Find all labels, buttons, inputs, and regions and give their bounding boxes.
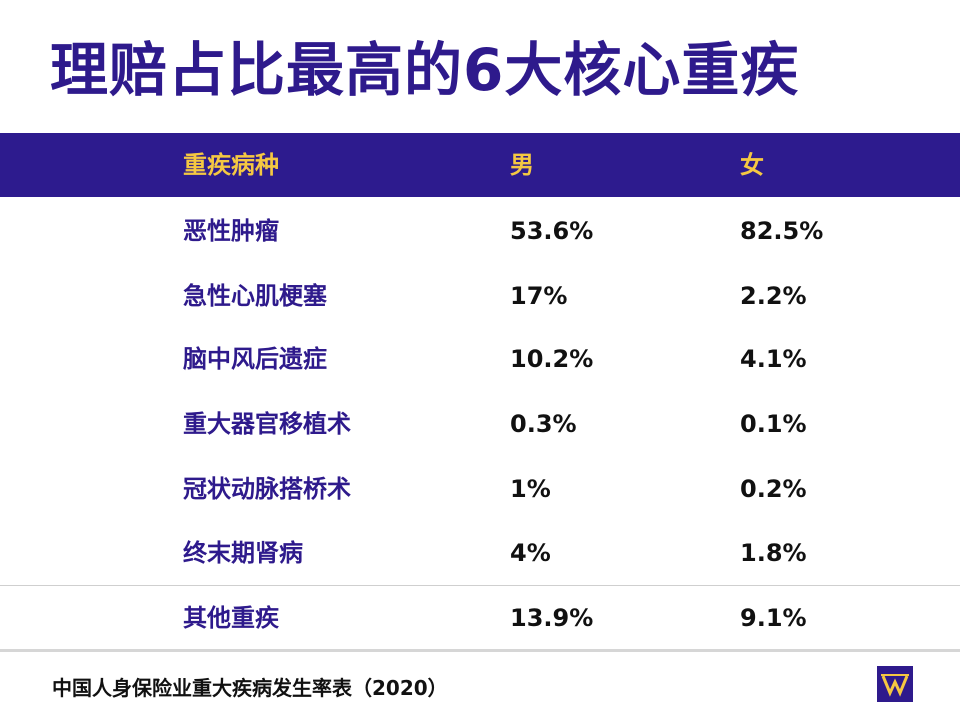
rate-cell: 4% <box>510 539 551 567</box>
column-header: 女 <box>740 151 764 179</box>
column-header: 重疾病种 <box>183 151 279 179</box>
rate-cell: 9.1% <box>740 604 807 632</box>
rate-cell: 53.6% <box>510 217 594 245</box>
rate-cell: 0.3% <box>510 410 577 438</box>
table-header: 重疾病种 男 女 <box>0 133 960 197</box>
rate-cell: 0.1% <box>740 410 807 438</box>
disease-name: 终末期肾病 <box>183 539 303 567</box>
column-header: 男 <box>510 151 534 179</box>
rate-cell: 1.8% <box>740 539 807 567</box>
rate-cell: 10.2% <box>510 345 594 373</box>
disease-name: 恶性肿瘤 <box>183 217 279 245</box>
rate-cell: 2.2% <box>740 282 807 310</box>
source-note: 中国人身保险业重大疾病发生率表（2020） <box>52 676 448 700</box>
rate-cell: 17% <box>510 282 568 310</box>
rate-cell: 4.1% <box>740 345 807 373</box>
rate-cell: 13.9% <box>510 604 594 632</box>
divider <box>0 585 960 586</box>
disease-name: 脑中风后遗症 <box>183 345 327 373</box>
disease-name: 其他重疾 <box>183 604 279 632</box>
rate-cell: 1% <box>510 475 551 503</box>
disease-name: 急性心肌梗塞 <box>183 282 327 310</box>
logo <box>877 666 913 702</box>
disease-name: 冠状动脉搭桥术 <box>183 475 351 503</box>
divider <box>0 649 960 652</box>
rate-cell: 82.5% <box>740 217 824 245</box>
rate-cell: 0.2% <box>740 475 807 503</box>
slide-title: 理赔占比最高的6大核心重疾 <box>50 36 800 104</box>
disease-name: 重大器官移植术 <box>183 410 351 438</box>
